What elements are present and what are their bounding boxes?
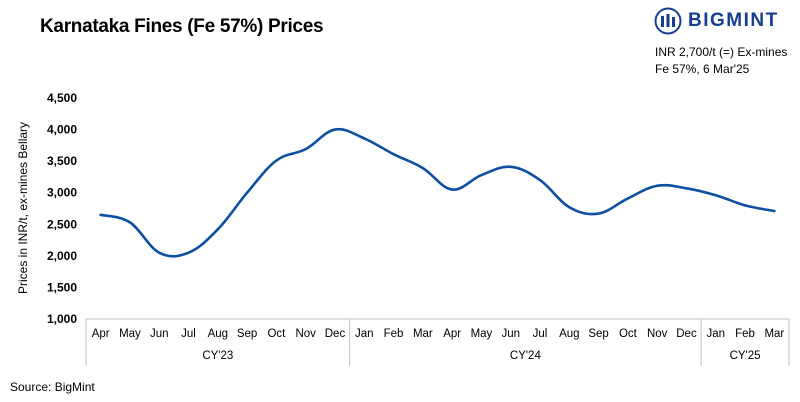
price-data-point xyxy=(744,204,746,207)
brand-name: BIGMINT xyxy=(688,10,779,31)
x-group-label: CY'24 xyxy=(510,350,542,362)
x-tick-label: Oct xyxy=(267,328,286,340)
x-tick-label: Sep xyxy=(237,328,257,340)
x-tick-label: Nov xyxy=(295,328,316,340)
x-tick-label: Nov xyxy=(647,328,668,340)
price-data-point xyxy=(99,214,102,216)
price-note-line-1: INR 2,700/t (=) Ex-mines xyxy=(655,45,788,59)
price-data-point xyxy=(627,197,629,200)
price-data-point xyxy=(275,159,278,162)
x-group-label: CY'25 xyxy=(730,350,761,362)
x-tick-label: Dec xyxy=(676,328,697,340)
x-tick-label: Sep xyxy=(588,328,608,340)
price-data-point xyxy=(480,174,483,176)
x-tick-label: Feb xyxy=(735,328,755,340)
price-note: INR 2,700/t (=) Ex-mines Fe 57%, 6 Mar'2… xyxy=(655,44,787,78)
x-tick-label: Aug xyxy=(559,328,579,340)
x-group-label: CY'23 xyxy=(202,350,233,362)
chart-title: Karnataka Fines (Fe 57%) Prices xyxy=(40,16,324,37)
price-data-point xyxy=(509,166,512,168)
y-tick-label: 3,500 xyxy=(47,154,77,168)
y-tick-label: 4,500 xyxy=(47,91,77,105)
y-tick-label: 4,000 xyxy=(47,123,77,137)
price-data-point xyxy=(568,206,571,209)
price-data-point xyxy=(363,137,366,140)
x-tick-label: Jan xyxy=(355,328,374,340)
x-axis: Apr May Jun Jul Aug Sep Oct Nov Dec Jan Feb Mar Apr M… xyxy=(85,318,790,366)
price-data-point xyxy=(714,194,717,197)
y-tick-label: 1,500 xyxy=(47,280,77,294)
price-data-point xyxy=(656,184,658,187)
y-tick-label: 2,000 xyxy=(47,249,77,263)
price-data-point xyxy=(685,187,688,190)
bigmint-logo: BIGMINT xyxy=(654,4,800,38)
y-axis-ticks: 1,000 1,500 2,000 2,500 3,000 3,500 4,000 4,500 xyxy=(47,91,77,326)
bigmint-logo-icon xyxy=(654,7,682,35)
price-data-point xyxy=(451,188,453,191)
x-tick-label: May xyxy=(471,328,493,340)
price-data-point xyxy=(334,128,336,131)
x-tick-label: Oct xyxy=(619,328,638,340)
price-note-line-2: Fe 57%, 6 Mar'25 xyxy=(655,62,750,76)
price-data-point xyxy=(246,191,248,194)
price-data-point xyxy=(773,210,776,212)
x-tick-label: Apr xyxy=(443,328,461,340)
price-data-point xyxy=(304,148,307,150)
x-tick-label: Jun xyxy=(150,328,169,340)
price-data-point xyxy=(187,251,190,254)
x-tick-label: Feb xyxy=(384,328,404,340)
source-note: Source: BigMint xyxy=(10,380,95,394)
x-tick-label: Jan xyxy=(706,328,725,340)
price-data-point xyxy=(422,167,424,169)
x-tick-label: May xyxy=(119,328,141,340)
price-data-point xyxy=(129,221,131,224)
x-tick-label: Jul xyxy=(181,328,196,340)
x-tick-label: Aug xyxy=(208,328,228,340)
y-axis-label: Prices in INR/t, ex-mines Bellary xyxy=(16,122,30,294)
y-tick-label: 3,000 xyxy=(47,186,77,200)
price-series-line xyxy=(99,127,776,258)
price-data-point xyxy=(392,153,395,155)
price-data-point xyxy=(158,251,161,254)
x-tick-label: Apr xyxy=(92,328,110,340)
price-data-point xyxy=(539,179,541,181)
x-tick-label: Mar xyxy=(413,328,433,340)
y-tick-label: 1,000 xyxy=(47,312,77,326)
x-tick-label: Dec xyxy=(325,328,346,340)
x-tick-label: Jul xyxy=(533,328,548,340)
price-data-point xyxy=(217,228,219,231)
y-tick-label: 2,500 xyxy=(47,217,77,231)
x-tick-label: Mar xyxy=(764,328,784,340)
series-group xyxy=(99,127,776,258)
x-tick-label: Jun xyxy=(501,328,520,340)
price-data-point xyxy=(597,212,600,215)
